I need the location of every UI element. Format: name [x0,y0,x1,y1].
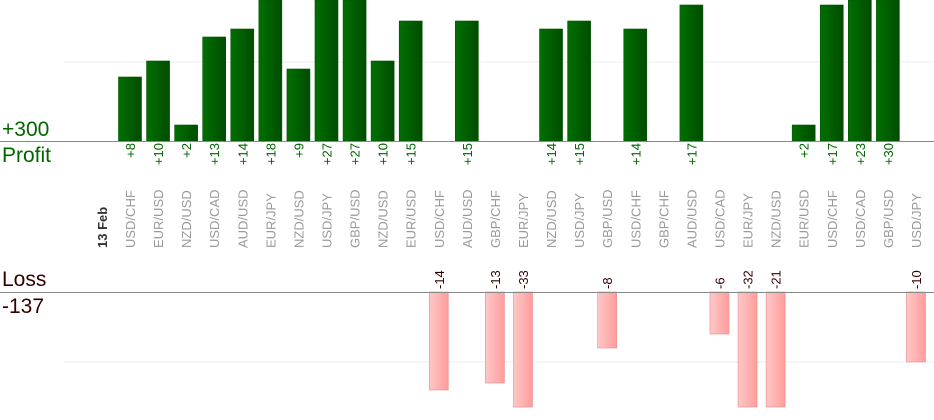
category-label: USD/CAD [207,189,222,248]
profit-bar [819,4,844,142]
profit-total: +300 [2,118,50,141]
profit-bar [876,0,900,142]
loss-bar [428,291,449,391]
category-label: NZD/USD [544,190,559,248]
profit-bar [258,0,283,142]
category-label: NZD/USD [179,190,194,248]
category-label: USD/JPY [909,193,924,248]
profit-value-label: +14 [544,143,559,165]
category-label: EUR/JPY [516,193,531,248]
category-label: GBP/CHF [488,190,503,248]
profit-value-label: +27 [319,143,334,165]
loss-bar [765,291,786,408]
loss-value-label: -6 [712,277,727,289]
profit-bar [202,36,227,142]
profit-bar [623,28,648,142]
profit-value-label: +18 [263,143,278,165]
profit-bar [398,20,423,142]
profit-value-label: +17 [825,143,840,165]
loss-value-label: -21 [769,270,784,289]
category-label: EUR/USD [151,189,166,248]
loss-value-label: -33 [516,270,531,289]
profit-value-label: +17 [684,143,699,165]
profit-bar [539,28,563,142]
loss-bar [906,291,926,363]
loss-value-label: -13 [488,270,503,289]
profit-label: Profit [2,144,52,167]
category-label: USD/JPY [572,193,587,248]
category-label: USD/CAD [712,189,727,248]
profit-value-label: +15 [460,143,475,165]
date-label: 13 Feb [95,207,110,248]
profit-bar [848,0,872,142]
profit-bar [342,0,367,142]
category-label: AUD/USD [235,189,250,248]
loss-value-label: -10 [909,270,924,289]
category-label: USD/JPY [319,193,334,248]
category-label: AUD/USD [684,189,699,248]
profit-bar [174,124,198,142]
loss-bar [737,291,758,408]
category-label: USD/CHF [628,190,643,248]
category-label: USD/CAD [853,189,868,248]
category-label: EUR/JPY [741,193,756,248]
loss-value-label: -14 [432,270,447,289]
profit-bar [118,76,142,142]
profit-value-label: +9 [291,143,306,158]
profit-value-label: +13 [207,143,222,165]
profit-bar [567,20,591,142]
category-label: NZD/USD [769,190,784,248]
profit-value-label: +2 [179,143,194,158]
profit-bar [146,60,170,142]
loss-bar [597,291,617,349]
loss-value-label: -32 [741,270,756,289]
category-label: NZD/USD [291,190,306,248]
profit-bar [286,68,311,142]
profit-value-label: +14 [628,143,643,165]
category-label: EUR/USD [404,189,419,248]
profit-value-label: +15 [572,143,587,165]
category-label: NZD/USD [376,190,391,248]
category-label: AUD/USD [460,189,475,248]
loss-value-label: -8 [600,277,615,289]
profit-value-label: +15 [404,143,419,165]
profit-bar [791,124,816,142]
category-label: USD/CHF [825,190,840,248]
category-label: GBP/CHF [656,190,671,248]
loss-bar [485,291,505,384]
profit-value-label: +23 [853,143,868,165]
profit-value-label: +8 [123,143,138,158]
loss-label: Loss [2,268,47,291]
loss-bar [709,291,730,335]
profit-value-label: +30 [881,143,896,165]
category-label: GBP/USD [348,189,363,248]
category-label: EUR/JPY [263,193,278,248]
profit-bar [679,4,704,142]
category-label: EUR/USD [797,189,812,248]
profit-value-label: +27 [348,143,363,165]
category-label: GBP/USD [600,189,615,248]
profit-value-label: +10 [151,143,166,165]
profit-value-label: +2 [797,143,812,158]
category-label: USD/CHF [123,190,138,248]
profit-value-label: +14 [235,143,250,165]
profit-bar [370,60,395,142]
category-label: USD/CHF [432,190,447,248]
profit-bar [230,28,255,142]
loss-bar [513,291,533,408]
loss-total: -137 [2,295,45,318]
category-label: GBP/USD [881,189,896,248]
profit-value-label: +10 [376,143,391,165]
profit-bar [455,20,479,142]
profit-bar [314,0,339,142]
